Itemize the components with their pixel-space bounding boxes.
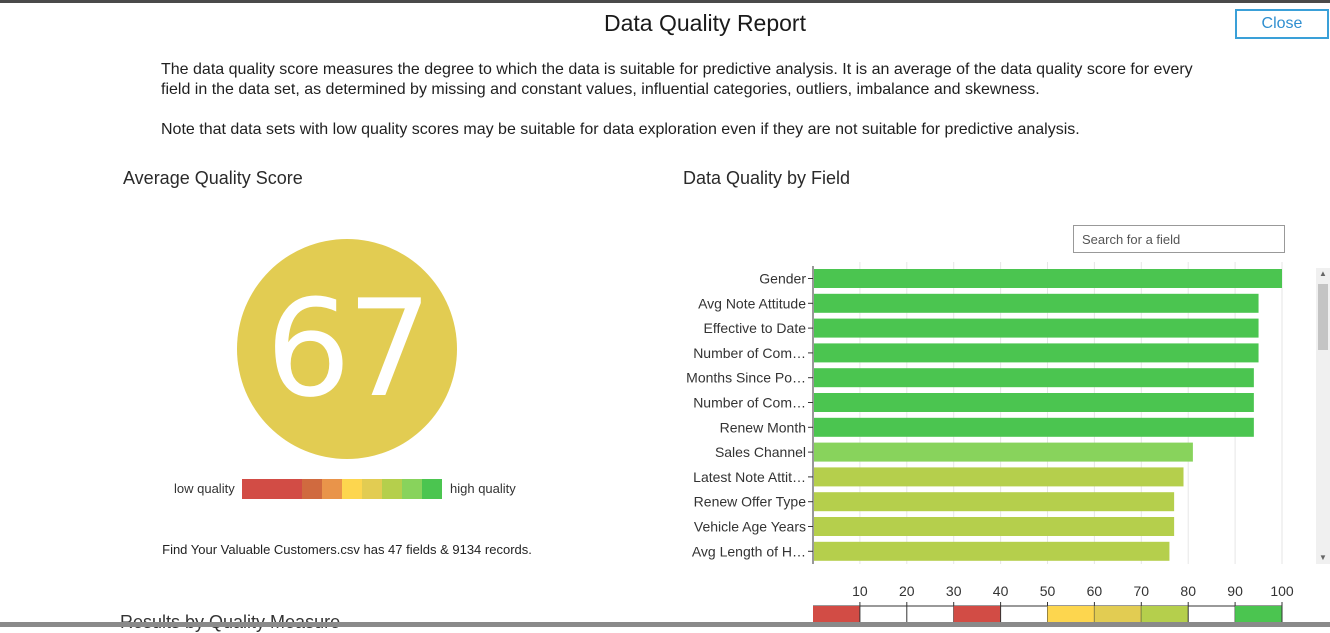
field-bar[interactable] <box>814 467 1184 487</box>
field-quality-heading: Data Quality by Field <box>683 168 851 188</box>
x-tick-label: 50 <box>1040 583 1056 599</box>
scroll-down-icon[interactable]: ▼ <box>1319 553 1327 562</box>
field-bar[interactable] <box>814 318 1259 338</box>
close-button[interactable]: Close <box>1235 9 1329 39</box>
description: The data quality score measures the degr… <box>161 60 1221 160</box>
x-tick-label: 80 <box>1180 583 1196 599</box>
average-score-heading: Average Quality Score <box>123 168 303 188</box>
bottom-border <box>0 622 1330 627</box>
x-tick-label: 70 <box>1134 583 1150 599</box>
legend-low-label: low quality <box>174 481 235 496</box>
field-bar[interactable] <box>814 393 1254 412</box>
scroll-thumb[interactable] <box>1318 284 1328 350</box>
field-label[interactable]: Vehicle Age Years <box>694 519 806 535</box>
field-bar[interactable] <box>814 293 1259 313</box>
x-tick-label: 20 <box>899 583 915 599</box>
field-label[interactable]: Effective to Date <box>704 320 807 336</box>
quality-band <box>1047 606 1095 622</box>
field-label[interactable]: Renew Month <box>720 419 806 435</box>
quality-band <box>1235 606 1282 622</box>
field-bar[interactable] <box>814 269 1282 288</box>
field-bar[interactable] <box>814 343 1259 363</box>
quality-axis: 10 20 30 40 50 60 70 80 90 100 <box>813 583 1294 622</box>
field-label[interactable]: Avg Length of H… <box>692 543 806 559</box>
field-quality-chart: Gender Avg Note Attitude Effective to Date… <box>686 262 1283 564</box>
dialog-title: Data Quality Report <box>604 10 806 36</box>
x-tick-label: 60 <box>1087 583 1103 599</box>
legend-swatch <box>242 479 262 499</box>
legend-swatch <box>302 479 322 499</box>
field-bar[interactable] <box>814 442 1193 462</box>
chart-scrollbar[interactable]: ▲ ▼ <box>1316 268 1330 564</box>
average-score-circle: 67 <box>237 239 457 459</box>
quality-band <box>953 606 1001 622</box>
legend-swatch <box>422 479 442 499</box>
field-label[interactable]: Months Since Po… <box>686 370 806 386</box>
quality-color-scale <box>242 479 442 499</box>
legend-swatch <box>342 479 362 499</box>
field-search-input[interactable] <box>1073 225 1285 253</box>
quality-band <box>813 606 860 622</box>
legend-swatch <box>282 479 302 499</box>
legend-swatch <box>362 479 382 499</box>
legend-high-label: high quality <box>450 481 516 496</box>
dataset-summary: Find Your Valuable Customers.csv has 47 … <box>162 542 532 557</box>
field-label[interactable]: Number of Com… <box>693 395 806 411</box>
legend-swatch <box>402 479 422 499</box>
x-tick-label: 10 <box>852 583 868 599</box>
field-label[interactable]: Latest Note Attit… <box>693 469 806 485</box>
x-tick-label: 90 <box>1227 583 1243 599</box>
field-label[interactable]: Number of Com… <box>693 345 806 361</box>
description-note: Note that data sets with low quality sco… <box>161 121 1080 138</box>
field-label[interactable]: Gender <box>759 271 806 287</box>
legend-swatch <box>262 479 282 499</box>
x-tick-label: 100 <box>1270 583 1294 599</box>
top-border <box>0 0 1330 3</box>
x-tick-label: 30 <box>946 583 962 599</box>
scroll-up-icon[interactable]: ▲ <box>1319 269 1327 278</box>
field-bar[interactable] <box>814 492 1175 512</box>
field-bar[interactable] <box>814 417 1254 437</box>
field-label[interactable]: Sales Channel <box>715 444 806 460</box>
field-bar[interactable] <box>814 368 1254 388</box>
field-label[interactable]: Renew Offer Type <box>694 494 807 510</box>
field-bar[interactable] <box>814 517 1175 536</box>
legend-swatch <box>382 479 402 499</box>
legend-swatch <box>322 479 342 499</box>
quality-band <box>1094 606 1142 622</box>
description-paragraph: The data quality score measures the degr… <box>161 61 1193 98</box>
field-label[interactable]: Avg Note Attitude <box>698 295 806 311</box>
quality-band <box>1141 606 1189 622</box>
field-bar[interactable] <box>814 541 1170 561</box>
x-tick-label: 40 <box>993 583 1009 599</box>
